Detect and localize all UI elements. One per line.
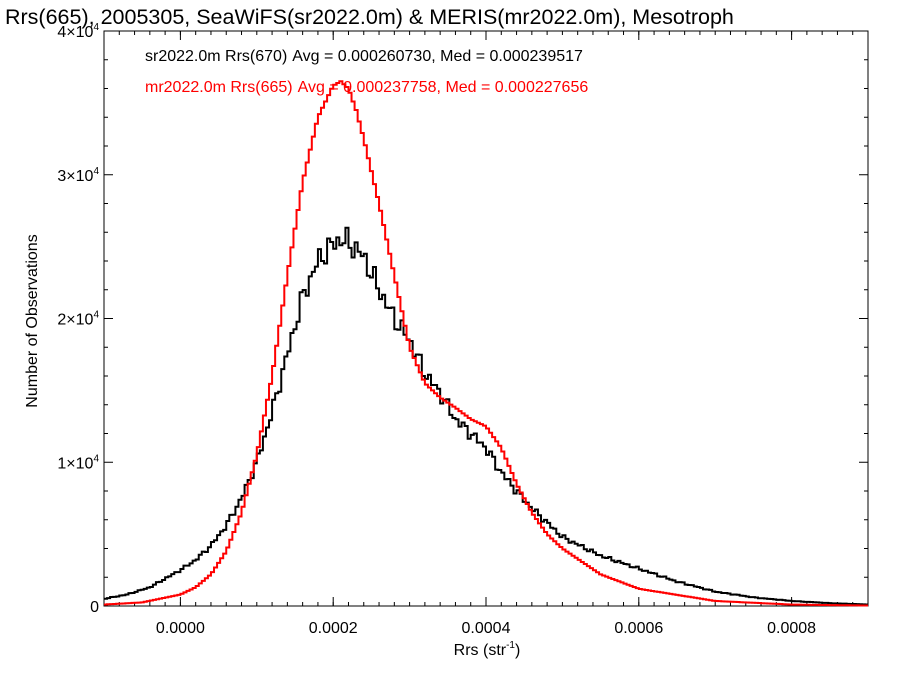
legend: sr2022.0m Rrs(670) Avg = 0.000260730, Med… bbox=[145, 48, 588, 96]
x-tick-label: 0.0004 bbox=[462, 620, 511, 637]
plot-frame bbox=[103, 30, 869, 607]
legend-entry-red: mr2022.0m Rrs(665) Avg = 0.000237758, Med… bbox=[145, 79, 588, 96]
legend-series-name: mr2022.0m Rrs(665) bbox=[145, 79, 293, 96]
y-tick-label: 2×104 bbox=[57, 310, 99, 329]
series-layer bbox=[104, 80, 868, 607]
legend-series-stats: Avg = 0.000260730, Med = 0.000239517 bbox=[292, 48, 583, 65]
legend-entry-black: sr2022.0m Rrs(670) Avg = 0.000260730, Med… bbox=[145, 48, 583, 65]
plot-border bbox=[103, 30, 869, 607]
y-tick-label: 0 bbox=[90, 599, 99, 616]
x-tick-label: 0.0002 bbox=[309, 620, 358, 637]
x-axis-label: Rrs (str-1) bbox=[454, 640, 521, 659]
series-line-mr2022 bbox=[104, 80, 868, 607]
series-line-sr2022 bbox=[104, 226, 868, 606]
y-tick-label: 1×104 bbox=[57, 453, 99, 472]
x-axis-ticks: 0.0000 0.0002 0.0004 0.0006 0.0008 bbox=[118, 31, 854, 637]
y-axis-label: Number of Observations bbox=[24, 234, 41, 407]
x-tick-label: 0.0000 bbox=[156, 620, 205, 637]
x-tick-label: 0.0006 bbox=[614, 620, 663, 637]
y-tick-label: 4×104 bbox=[57, 22, 99, 41]
legend-series-stats: Avg = 0.000237758, Med = 0.000227656 bbox=[298, 79, 589, 96]
x-tick-label: 0.0008 bbox=[767, 620, 816, 637]
y-tick-label: 3×104 bbox=[57, 166, 99, 185]
legend-series-name: sr2022.0m Rrs(670) bbox=[145, 48, 287, 65]
y-axis-ticks: 0 1×104 2×104 3×104 4×104 bbox=[57, 22, 868, 616]
chart-title: Rrs(665), 2005305, SeaWiFS(sr2022.0m) & … bbox=[5, 5, 734, 29]
